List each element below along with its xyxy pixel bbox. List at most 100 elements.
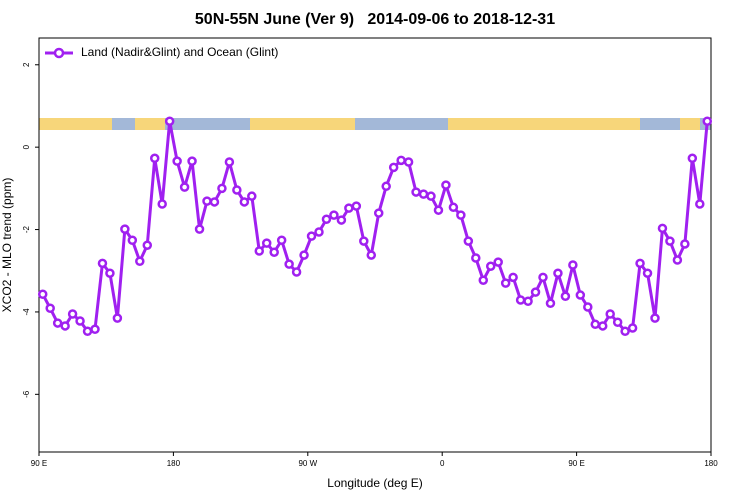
data-point <box>373 208 384 218</box>
data-point <box>142 240 153 250</box>
data-point <box>471 253 481 263</box>
data-point <box>366 250 377 260</box>
data-point <box>605 309 615 319</box>
data-point <box>568 260 578 270</box>
data-point <box>82 326 93 337</box>
data-point <box>359 236 369 246</box>
data-point <box>650 313 660 323</box>
data-point <box>545 298 556 309</box>
data-point <box>209 197 220 207</box>
data-point <box>232 185 242 195</box>
data-point <box>508 272 518 283</box>
x-tick-label: 90 E <box>31 459 47 468</box>
data-point <box>90 324 100 334</box>
data-point <box>575 290 586 300</box>
data-point <box>403 157 414 167</box>
data-point <box>329 210 339 220</box>
data-point <box>553 268 563 278</box>
data-point <box>396 155 406 166</box>
x-tick-label: 180 <box>704 459 718 468</box>
data-point <box>538 272 548 283</box>
data-point <box>620 326 630 337</box>
data-point <box>657 223 668 234</box>
data-point <box>381 181 391 192</box>
data-point <box>254 246 265 256</box>
y-axis-label: XCO2 - MLO trend (ppm) <box>0 178 14 313</box>
y-tick-label: -4 <box>22 308 31 316</box>
data-point <box>135 256 145 267</box>
data-point <box>299 250 309 260</box>
data-point <box>127 235 138 246</box>
plot-frame <box>38 37 712 453</box>
data-point <box>665 236 675 246</box>
data-point <box>448 202 459 213</box>
land-ocean-strip <box>39 118 711 130</box>
x-tick-label: 0 <box>440 459 445 468</box>
data-point <box>590 319 601 330</box>
x-tick-label: 180 <box>167 459 181 468</box>
data-point <box>433 205 444 215</box>
y-tick-label: 2 <box>22 62 31 67</box>
data-point <box>612 317 623 327</box>
land-band <box>39 118 112 130</box>
data-point <box>149 153 160 164</box>
y-tick-label: -2 <box>22 225 31 233</box>
data-point <box>583 302 593 312</box>
data-point <box>426 191 436 201</box>
data-point <box>500 278 511 288</box>
data-point <box>284 259 294 269</box>
data-point <box>351 201 362 211</box>
legend-marker <box>53 47 65 59</box>
data-point <box>418 189 429 199</box>
data-point <box>97 258 108 269</box>
land-band <box>250 118 355 130</box>
data-point <box>493 257 503 267</box>
data-point <box>314 227 324 237</box>
data-point <box>702 116 713 126</box>
data-point <box>194 224 205 234</box>
land-band <box>680 118 700 130</box>
data-point <box>441 180 451 190</box>
data-point <box>105 268 115 278</box>
data-point <box>411 187 421 197</box>
data-point <box>269 247 279 257</box>
data-point <box>172 156 182 166</box>
data-point <box>687 153 698 164</box>
data-point <box>202 196 212 206</box>
data-point <box>485 261 496 271</box>
data-point <box>478 275 489 285</box>
land-band <box>448 118 640 130</box>
x-axis-label: Longitude (deg E) <box>327 476 422 490</box>
data-point <box>224 157 235 167</box>
data-point <box>37 289 48 299</box>
data-point <box>515 295 526 305</box>
data-point <box>306 231 317 241</box>
data-point <box>120 224 130 234</box>
data-point <box>642 268 653 278</box>
data-point <box>52 318 63 328</box>
x-tick-label: 90 E <box>568 459 584 468</box>
data-point <box>530 287 541 297</box>
data-point <box>75 316 85 326</box>
data-point <box>164 116 175 126</box>
data-point <box>388 162 399 173</box>
chart-title: 50N-55N June (Ver 9) 2014-09-06 to 2018-… <box>195 11 555 28</box>
data-point <box>695 199 705 209</box>
data-point <box>597 321 608 331</box>
data-point <box>60 321 70 331</box>
data-point <box>321 214 332 225</box>
data-point <box>239 197 250 207</box>
data-point <box>217 183 227 194</box>
y-tick-label: 0 <box>22 144 31 149</box>
data-point <box>276 235 287 246</box>
data-point <box>680 239 690 249</box>
data-point <box>261 238 272 248</box>
data-point <box>456 210 466 220</box>
data-point <box>67 309 78 319</box>
legend-label: Land (Nadir&Glint) and Ocean (Glint) <box>81 45 278 59</box>
data-point <box>672 255 683 265</box>
data-point <box>45 303 55 313</box>
data-point <box>627 323 638 333</box>
data-point <box>336 215 347 225</box>
